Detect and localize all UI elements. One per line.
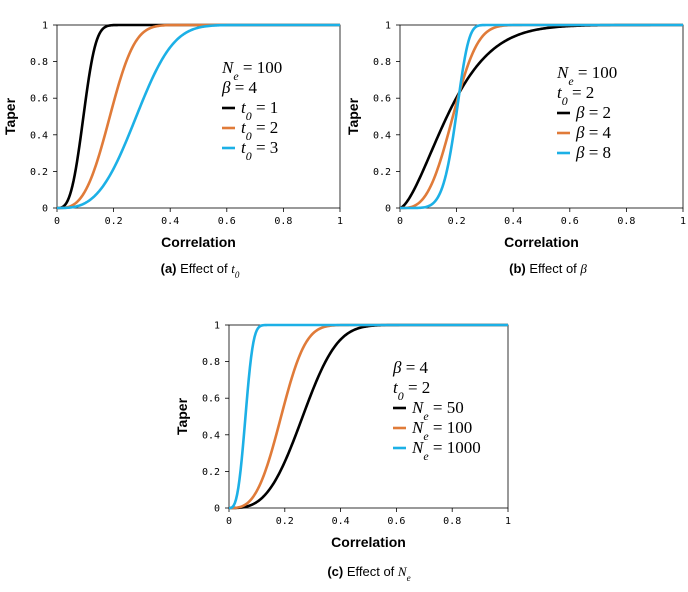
chart-b: 0 0.2 0.4 0.6 0.8 1 0 0.2 0.4 0.6 0.8 1 Correlation T…	[345, 21, 686, 251]
legend-entry: β = 4	[575, 123, 612, 142]
y-axis-label: Taper	[345, 97, 361, 135]
y-tick-label: 0.8	[373, 57, 391, 68]
series-line	[229, 323, 508, 510]
y-tick-label: 0.4	[373, 130, 391, 141]
x-tick-label: 0.4	[161, 216, 179, 227]
series-line	[400, 23, 683, 210]
y-tick-label: 0.8	[202, 357, 220, 368]
y-tick-label: 1	[385, 21, 391, 32]
y-axis-label: Taper	[174, 397, 190, 435]
series-line	[57, 23, 340, 210]
y-tick-label: 0.2	[30, 167, 48, 178]
x-tick-label: 0	[397, 216, 403, 227]
legend-entry: Ne = 100	[411, 418, 472, 443]
series-line	[228, 323, 508, 510]
x-tick-label: 0	[226, 516, 232, 527]
y-tick-label: 0.2	[202, 467, 220, 478]
x-tick-label: 0.2	[276, 516, 294, 527]
y-tick-label: 0.6	[202, 394, 220, 405]
x-tick-label: 0.6	[387, 516, 405, 527]
y-tick-label: 0	[42, 204, 48, 215]
legend-parameter: t0 = 2	[393, 378, 430, 403]
series-line	[57, 23, 340, 210]
y-tick-label: 0.2	[373, 167, 391, 178]
legend-entry: β = 2	[575, 103, 611, 122]
x-tick-label: 0	[54, 216, 60, 227]
x-tick-label: 0.6	[218, 216, 236, 227]
y-axis-label: Taper	[2, 97, 18, 135]
legend-parameter: Ne = 100	[556, 63, 617, 88]
legend-entry: β = 8	[575, 143, 611, 162]
subfigure-caption: (c) Effect of Ne	[327, 564, 410, 583]
y-tick-label: 0.6	[373, 94, 391, 105]
plot-frame	[399, 24, 684, 209]
series-line	[399, 23, 683, 210]
x-tick-label: 0.8	[617, 216, 635, 227]
y-tick-label: 0.4	[30, 130, 48, 141]
x-tick-label: 0.8	[443, 516, 461, 527]
x-axis-label: Correlation	[504, 234, 579, 250]
legend-entry: Ne = 1000	[411, 438, 481, 463]
legend-entry: t0 = 3	[241, 138, 278, 163]
legend-parameter: β = 4	[392, 358, 429, 377]
x-axis-label: Correlation	[331, 534, 406, 550]
x-tick-label: 1	[337, 216, 343, 227]
y-tick-label: 0	[214, 504, 220, 515]
x-tick-label: 0.2	[105, 216, 123, 227]
y-tick-label: 1	[214, 321, 220, 332]
x-tick-label: 0.2	[448, 216, 466, 227]
x-tick-label: 0.8	[274, 216, 292, 227]
y-tick-label: 1	[42, 21, 48, 32]
y-tick-label: 0	[385, 204, 391, 215]
subfigure-caption: (b) Effect of β	[509, 261, 587, 276]
x-tick-label: 0.4	[332, 516, 350, 527]
y-tick-label: 0.6	[30, 94, 48, 105]
legend-parameter: t0 = 2	[557, 83, 594, 108]
x-tick-label: 1	[680, 216, 686, 227]
plot-frame	[228, 324, 509, 509]
chart-a: 0 0.2 0.4 0.6 0.8 1 0 0.2 0.4 0.6 0.8 1 Correlation T…	[2, 21, 343, 251]
x-tick-label: 0.6	[561, 216, 579, 227]
legend-parameter: Ne = 100	[221, 58, 282, 83]
subfigure-caption: (a) Effect of t0	[161, 261, 240, 280]
legend-entry: t0 = 1	[241, 98, 278, 123]
x-axis-label: Correlation	[161, 234, 236, 250]
legend-parameter: β = 4	[221, 78, 258, 97]
chart-c: 0 0.2 0.4 0.6 0.8 1 0 0.2 0.4 0.6 0.8 1 Correlation T…	[174, 321, 511, 551]
series-line	[400, 23, 683, 210]
series-line	[56, 23, 340, 210]
y-tick-label: 0.4	[202, 430, 220, 441]
plot-frame	[56, 24, 341, 209]
x-tick-label: 1	[505, 516, 511, 527]
legend-entry: t0 = 2	[241, 118, 278, 143]
legend-entry: Ne = 50	[411, 398, 464, 423]
series-line	[229, 323, 508, 510]
y-tick-label: 0.8	[30, 57, 48, 68]
x-tick-label: 0.4	[504, 216, 522, 227]
